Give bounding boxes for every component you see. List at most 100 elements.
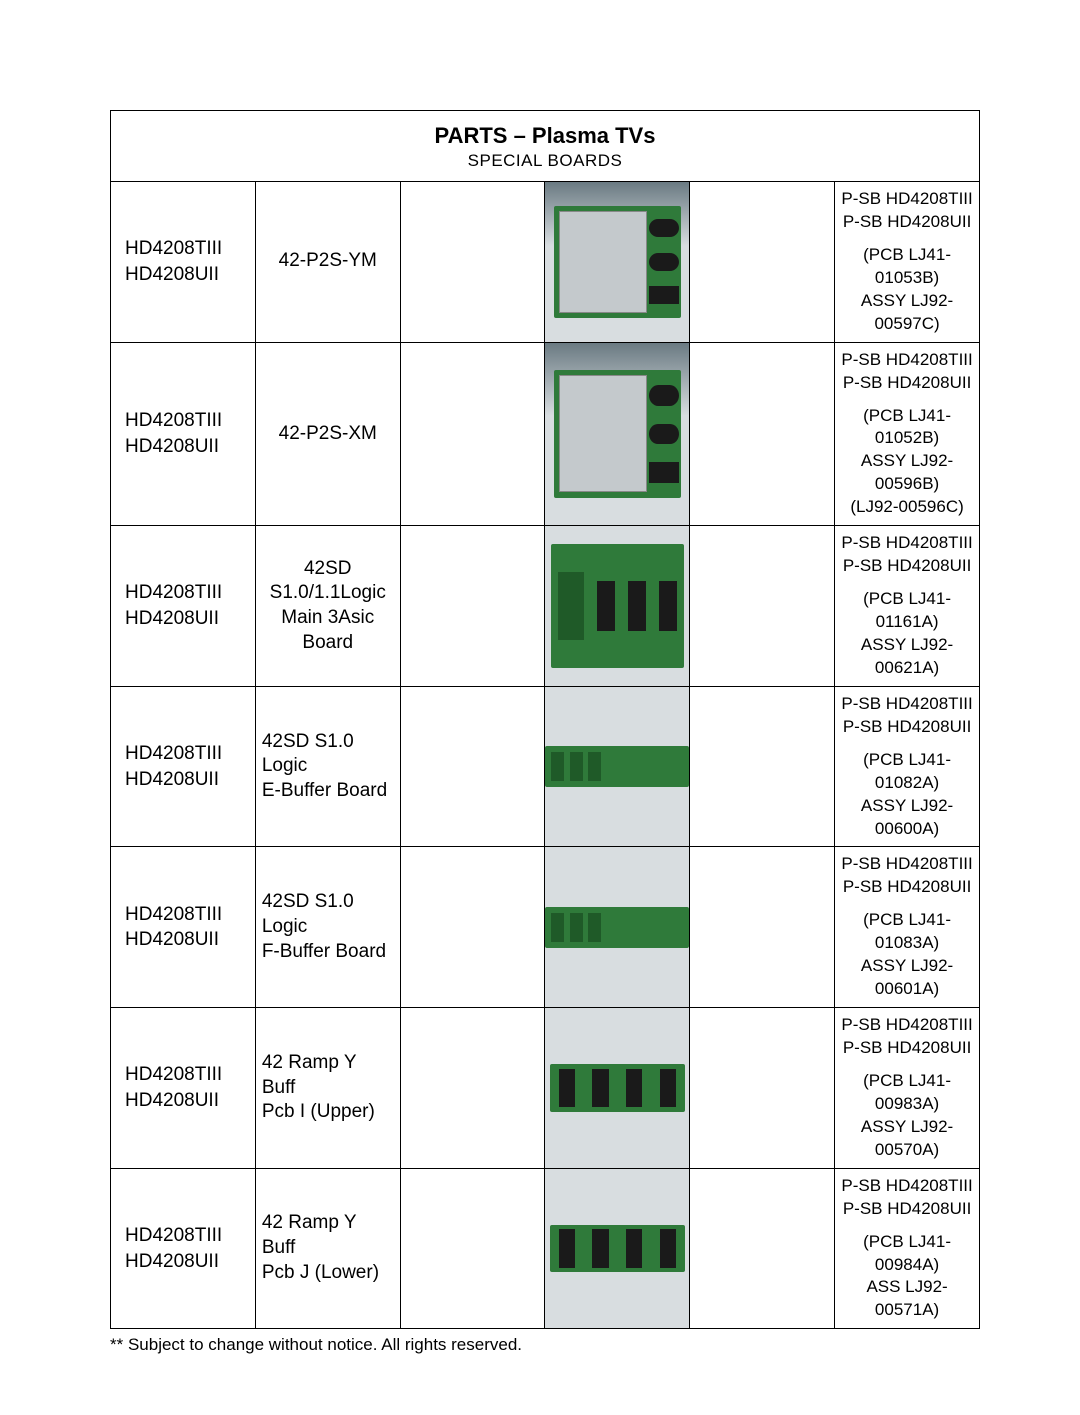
model-cell: HD4208TIIIHD4208UII xyxy=(111,526,256,687)
image-cell xyxy=(545,1168,690,1329)
table-row: HD4208TIIIHD4208UII42SD S1.0 LogicF-Buff… xyxy=(111,847,980,1008)
model-cell: HD4208TIIIHD4208UII xyxy=(111,1008,256,1169)
desc-line: ASSY LJ92-00597C) xyxy=(839,290,975,336)
spacer xyxy=(400,182,545,343)
part-cell: 42 Ramp Y BuffPcb I (Upper) xyxy=(255,1008,400,1169)
part-label: F-Buffer Board xyxy=(262,940,394,965)
spacer xyxy=(690,182,835,343)
part-label: 42-P2S-XM xyxy=(262,422,394,447)
image-cell xyxy=(545,526,690,687)
description-cell: P-SB HD4208TIIIP-SB HD4208UII (PCB LJ41-0… xyxy=(835,526,980,687)
parts-table: PARTS – Plasma TVs SPECIAL BOARDS HD4208… xyxy=(110,110,980,1329)
desc-line: P-SB HD4208UII xyxy=(839,876,975,899)
table-row: HD4208TIIIHD4208UII42SD S1.0 LogicE-Buff… xyxy=(111,686,980,847)
part-label: S1.0/1.1Logic xyxy=(262,581,394,606)
table-row: HD4208TIIIHD4208UII42 Ramp Y BuffPcb I (… xyxy=(111,1008,980,1169)
desc-line: (PCB LJ41-01083A) xyxy=(839,909,975,955)
board-photo xyxy=(545,526,689,686)
description-cell: P-SB HD4208TIIIP-SB HD4208UII (PCB LJ41-0… xyxy=(835,1008,980,1169)
desc-line: P-SB HD4208TIII xyxy=(839,853,975,876)
description-cell: P-SB HD4208TIIIP-SB HD4208UII (PCB LJ41-0… xyxy=(835,847,980,1008)
desc-line: P-SB HD4208UII xyxy=(839,555,975,578)
part-cell: 42SD S1.0 LogicF-Buffer Board xyxy=(255,847,400,1008)
desc-line: ASSY LJ92-00601A) xyxy=(839,955,975,1001)
description-cell: P-SB HD4208TIIIP-SB HD4208UII (PCB LJ41-0… xyxy=(835,1168,980,1329)
model-cell: HD4208TIIIHD4208UII xyxy=(111,182,256,343)
image-cell xyxy=(545,1008,690,1169)
desc-line: P-SB HD4208TIII xyxy=(839,349,975,372)
desc-line: P-SB HD4208UII xyxy=(839,716,975,739)
spacer xyxy=(400,847,545,1008)
model-cell: HD4208TIIIHD4208UII xyxy=(111,847,256,1008)
desc-line: ASSY LJ92-00596B) xyxy=(839,450,975,496)
spacer xyxy=(690,342,835,526)
desc-line: ASSY LJ92-00570A) xyxy=(839,1116,975,1162)
spacer xyxy=(400,342,545,526)
page-subtitle: SPECIAL BOARDS xyxy=(119,151,971,171)
image-cell xyxy=(545,342,690,526)
desc-line: (PCB LJ41-01082A) xyxy=(839,749,975,795)
model-label: HD4208TIII xyxy=(125,408,251,434)
desc-line: P-SB HD4208UII xyxy=(839,1037,975,1060)
description-cell: P-SB HD4208TIIIP-SB HD4208UII (PCB LJ41-0… xyxy=(835,686,980,847)
spacer xyxy=(690,847,835,1008)
desc-line: P-SB HD4208TIII xyxy=(839,532,975,555)
part-label: 42SD S1.0 Logic xyxy=(262,890,394,939)
spacer xyxy=(400,526,545,687)
part-label: Pcb J (Lower) xyxy=(262,1261,394,1286)
model-label: HD4208TIII xyxy=(125,741,251,767)
desc-line: (PCB LJ41-01052B) xyxy=(839,405,975,451)
model-label: HD4208TIII xyxy=(125,1223,251,1249)
part-cell: 42SD S1.0 LogicE-Buffer Board xyxy=(255,686,400,847)
desc-line: (LJ92-00596C) xyxy=(839,496,975,519)
part-cell: 42SDS1.0/1.1LogicMain 3Asic Board xyxy=(255,526,400,687)
desc-line: (PCB LJ41-00984A) xyxy=(839,1231,975,1277)
part-label: 42-P2S-YM xyxy=(262,249,394,274)
model-label: HD4208TIII xyxy=(125,236,251,262)
part-cell: 42-P2S-YM xyxy=(255,182,400,343)
page-title: PARTS – Plasma TVs xyxy=(119,123,971,149)
description-cell: P-SB HD4208TIIIP-SB HD4208UII(PCB LJ41-0… xyxy=(835,182,980,343)
part-label: 42 Ramp Y Buff xyxy=(262,1211,394,1260)
desc-line: P-SB HD4208UII xyxy=(839,372,975,395)
image-cell xyxy=(545,686,690,847)
board-photo xyxy=(545,182,689,342)
description-cell: P-SB HD4208TIIIP-SB HD4208UII (PCB LJ41-0… xyxy=(835,342,980,526)
model-label: HD4208UII xyxy=(125,1088,251,1114)
board-photo xyxy=(545,1169,689,1329)
desc-line: P-SB HD4208TIII xyxy=(839,1175,975,1198)
model-label: HD4208TIII xyxy=(125,580,251,606)
part-cell: 42-P2S-XM xyxy=(255,342,400,526)
desc-line: P-SB HD4208UII xyxy=(839,1198,975,1221)
model-label: HD4208UII xyxy=(125,767,251,793)
board-photo xyxy=(545,1008,689,1168)
model-label: HD4208UII xyxy=(125,262,251,288)
model-cell: HD4208TIIIHD4208UII xyxy=(111,342,256,526)
desc-line: P-SB HD4208TIII xyxy=(839,693,975,716)
footnote: ** Subject to change without notice. All… xyxy=(110,1335,980,1355)
part-label: 42SD S1.0 Logic xyxy=(262,730,394,779)
spacer xyxy=(690,1008,835,1169)
part-label: 42 Ramp Y Buff xyxy=(262,1051,394,1100)
model-label: HD4208UII xyxy=(125,606,251,632)
spacer xyxy=(400,686,545,847)
table-row: HD4208TIIIHD4208UII42 Ramp Y BuffPcb J (… xyxy=(111,1168,980,1329)
spacer xyxy=(690,526,835,687)
desc-line: (PCB LJ41-00983A) xyxy=(839,1070,975,1116)
table-row: HD4208TIIIHD4208UII42-P2S-XM P-SB HD4208… xyxy=(111,342,980,526)
model-label: HD4208UII xyxy=(125,434,251,460)
desc-line: P-SB HD4208TIII xyxy=(839,1014,975,1037)
table-header: PARTS – Plasma TVs SPECIAL BOARDS xyxy=(111,111,980,182)
desc-line: P-SB HD4208TIII xyxy=(839,188,975,211)
part-label: 42SD xyxy=(262,557,394,582)
spacer xyxy=(690,1168,835,1329)
part-label: Main 3Asic Board xyxy=(262,606,394,655)
desc-line: ASSY LJ92-00621A) xyxy=(839,634,975,680)
board-photo xyxy=(545,343,689,526)
part-cell: 42 Ramp Y BuffPcb J (Lower) xyxy=(255,1168,400,1329)
desc-line: (PCB LJ41-01161A) xyxy=(839,588,975,634)
model-label: HD4208TIII xyxy=(125,1062,251,1088)
model-label: HD4208UII xyxy=(125,927,251,953)
spacer xyxy=(400,1168,545,1329)
table-row: HD4208TIIIHD4208UII42-P2S-YM P-SB HD4208… xyxy=(111,182,980,343)
